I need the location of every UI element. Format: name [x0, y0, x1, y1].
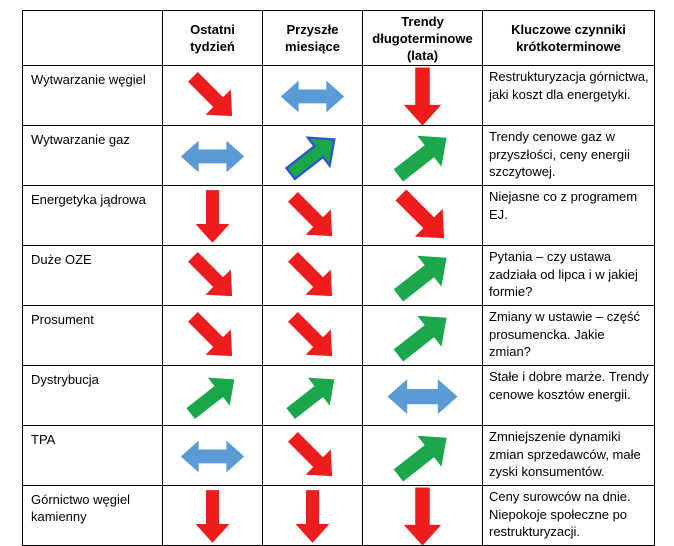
- arrow-up-right-icon: [186, 377, 235, 420]
- trend-cell-next-months: [262, 245, 363, 306]
- trend-cell-last-week: [162, 365, 263, 426]
- key-factors-cell: Ceny surowców na dnie. Niepokoje społecz…: [482, 485, 655, 546]
- header-last-week: Ostatni tydzień: [162, 10, 263, 66]
- table-body: Wytwarzanie węgiel Restrukturyzacja górni…: [22, 65, 655, 546]
- trend-cell-next-months: [262, 485, 363, 546]
- trend-cell-last-week: [162, 485, 263, 546]
- header-line: Trendy: [401, 13, 444, 29]
- key-factors-cell: Zmniejszenie dynamiki zmian sprzedawców,…: [482, 425, 655, 486]
- arrow-down-icon: [195, 490, 230, 543]
- arrow-up-right-icon: [393, 435, 447, 482]
- arrow-down-right-icon: [287, 191, 333, 237]
- row-label: Górnictwo węgiel kamienny: [22, 485, 163, 546]
- table-row: TPA Zmniejszenie dynamiki zmian sprzedawc…: [22, 425, 655, 486]
- arrow-down-icon: [195, 190, 230, 243]
- header-row: Ostatni tydzień Przyszłe miesiące Trendy dł…: [22, 10, 655, 66]
- trend-table: Ostatni tydzień Przyszłe miesiące Trendy dł…: [22, 10, 655, 546]
- trend-cell-long-term: [362, 305, 483, 366]
- arrow-up-right-icon: [393, 255, 447, 302]
- arrow-down-right-icon: [287, 251, 333, 297]
- header-line: (lata): [406, 47, 439, 63]
- header-line: tydzień: [190, 39, 235, 54]
- double-arrow-icon: [180, 140, 245, 173]
- arrow-down-icon: [295, 490, 330, 543]
- double-arrow-icon: [387, 379, 458, 415]
- header-line: miesiące: [285, 39, 340, 54]
- trend-cell-last-week: [162, 125, 263, 186]
- header-line: długoterminowe: [372, 30, 473, 46]
- arrow-up-right-icon: [286, 377, 335, 420]
- row-label: Wytwarzanie węgiel: [22, 65, 163, 126]
- trend-cell-next-months: [262, 185, 363, 246]
- arrow-down-icon: [403, 487, 442, 545]
- key-factors-cell: Niejasne co z programem EJ.: [482, 185, 655, 246]
- header-long-term: Trendy długoterminowe (lata): [362, 10, 483, 66]
- table-row: Górnictwo węgiel kamienny Ceny surowców n…: [22, 485, 655, 546]
- table-row: Prosument Zmiany w ustawie – część prosum…: [22, 305, 655, 366]
- trend-cell-long-term: [362, 125, 483, 186]
- arrow-up-right-icon: [393, 315, 447, 362]
- trend-cell-last-week: [162, 65, 263, 126]
- row-label: Wytwarzanie gaz: [22, 125, 163, 186]
- double-arrow-icon: [180, 440, 245, 473]
- header-line: krótkoterminowe: [516, 39, 621, 54]
- row-label: Energetyka jądrowa: [22, 185, 163, 246]
- trend-cell-next-months: [262, 305, 363, 366]
- trend-cell-next-months: [262, 125, 363, 186]
- arrow-up-right-icon: [284, 136, 336, 181]
- header-key-factors: Kluczowe czynniki krótkoterminowe: [482, 10, 655, 66]
- trend-cell-next-months: [262, 65, 363, 126]
- double-arrow-icon: [280, 80, 345, 113]
- table-row: Duże OZE Pytania – czy ustawa zadziała od…: [22, 245, 655, 306]
- arrow-down-right-icon: [287, 311, 333, 357]
- trend-cell-long-term: [362, 245, 483, 306]
- header-line: Przyszłe: [286, 22, 339, 37]
- header-line: Ostatni: [190, 22, 235, 37]
- trend-cell-long-term: [362, 65, 483, 126]
- arrow-down-right-icon: [187, 251, 233, 297]
- arrow-down-icon: [403, 67, 442, 125]
- trend-cell-last-week: [162, 425, 263, 486]
- key-factors-cell: Pytania – czy ustawa zadziała od lipca i…: [482, 245, 655, 306]
- row-label: Duże OZE: [22, 245, 163, 306]
- row-label: TPA: [22, 425, 163, 486]
- trend-cell-long-term: [362, 185, 483, 246]
- trend-cell-last-week: [162, 185, 263, 246]
- table-row: Energetyka jądrowa Niejasne co z programe…: [22, 185, 655, 246]
- trend-cell-long-term: [362, 485, 483, 546]
- trend-cell-next-months: [262, 365, 363, 426]
- key-factors-cell: Stałe i dobre marże. Trendy cenowe koszt…: [482, 365, 655, 426]
- table-row: Wytwarzanie węgiel Restrukturyzacja górni…: [22, 65, 655, 126]
- arrow-down-right-icon: [287, 431, 333, 477]
- table-row: Dystrybucja Stałe i dobre marże. Trendy c…: [22, 365, 655, 426]
- table-row: Wytwarzanie gaz Trendy cenowe gaz w przys…: [22, 125, 655, 186]
- arrow-down-right-icon: [187, 71, 233, 117]
- key-factors-cell: Restrukturyzacja górnictwa, jaki koszt d…: [482, 65, 655, 126]
- arrow-down-right-icon: [187, 311, 233, 357]
- header-line: Kluczowe czynniki: [511, 22, 626, 37]
- arrow-up-right-icon: [393, 135, 447, 182]
- key-factors-cell: Zmiany w ustawie – część prosumencka. Ja…: [482, 305, 655, 366]
- row-label: Dystrybucja: [22, 365, 163, 426]
- header-next-months: Przyszłe miesiące: [262, 10, 363, 66]
- trend-cell-last-week: [162, 305, 263, 366]
- trend-cell-long-term: [362, 425, 483, 486]
- trend-cell-long-term: [362, 365, 483, 426]
- row-label: Prosument: [22, 305, 163, 366]
- arrow-down-right-icon: [395, 189, 445, 239]
- trend-cell-next-months: [262, 425, 363, 486]
- key-factors-cell: Trendy cenowe gaz w przyszłości, ceny en…: [482, 125, 655, 186]
- trend-cell-last-week: [162, 245, 263, 306]
- header-row-label: [22, 10, 163, 66]
